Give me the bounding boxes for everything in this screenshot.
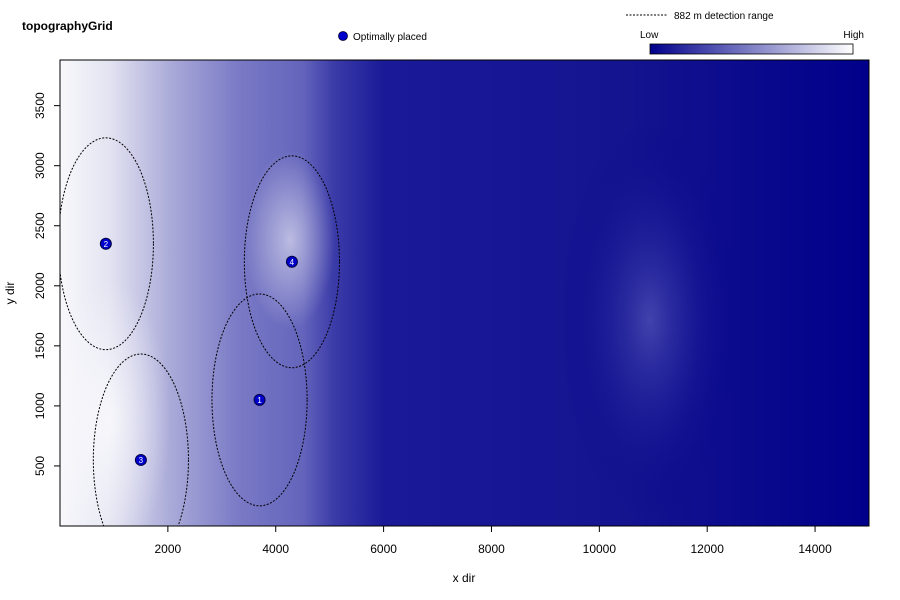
x-tick-label: 8000 (478, 542, 505, 556)
chart-title: topographyGrid (22, 19, 113, 33)
receiver-label-3: 3 (139, 456, 144, 465)
y-tick-label: 1000 (33, 392, 47, 419)
x-tick-label: 4000 (262, 542, 289, 556)
receiver-point-1 (253, 393, 266, 406)
receiver-label-4: 4 (290, 258, 295, 267)
y-tick-label: 500 (33, 456, 47, 476)
receiver-label-2: 2 (104, 240, 109, 249)
receiver-point-2 (99, 237, 112, 250)
heatmap-surface (60, 60, 869, 526)
x-axis-label: x dir (453, 571, 476, 585)
detection-range-1 (211, 293, 308, 507)
range-legend-label: 882 m detection range (674, 11, 774, 22)
detection-range-2 (60, 137, 154, 351)
point-legend-label: Optimally placed (353, 32, 427, 43)
point-legend-marker (338, 31, 348, 41)
x-tick-label: 14000 (798, 542, 832, 556)
color-scale-bar (649, 43, 854, 55)
receiver-point-4 (285, 255, 298, 268)
x-tick-label: 6000 (370, 542, 397, 556)
x-tick-label: 2000 (155, 542, 182, 556)
y-axis-label: y dir (3, 282, 17, 305)
y-tick-label: 2000 (33, 272, 47, 299)
x-tick-label: 10000 (583, 542, 617, 556)
detection-range-3 (92, 353, 189, 526)
x-tick-label: 12000 (691, 542, 725, 556)
scale-low-label: Low (640, 30, 659, 41)
y-tick-label: 3000 (33, 152, 47, 179)
y-tick-label: 2500 (33, 212, 47, 239)
y-tick-label: 1500 (33, 332, 47, 359)
receiver-point-3 (134, 453, 147, 466)
scale-high-label: High (843, 30, 864, 41)
plot-border (59, 59, 870, 527)
detection-range-4 (243, 155, 340, 369)
receiver-label-1: 1 (257, 396, 262, 405)
y-tick-label: 3500 (33, 92, 47, 119)
